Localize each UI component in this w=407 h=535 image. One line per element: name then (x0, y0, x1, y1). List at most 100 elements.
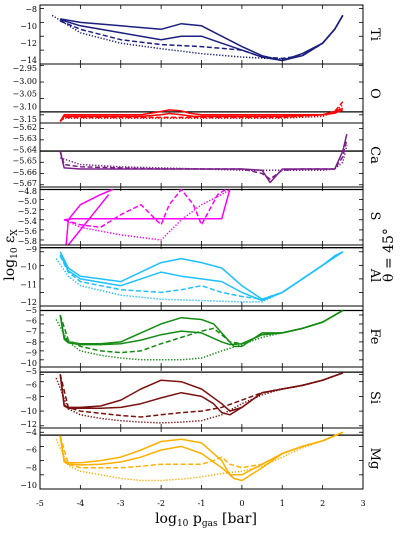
series-dotted-4 (59, 104, 344, 122)
series-solid-2 (59, 372, 344, 416)
series-dashed-3 (59, 251, 344, 300)
series-solid-2 (67, 194, 110, 245)
panel-lines (40, 188, 363, 245)
series-dashed-3 (59, 15, 344, 60)
element-label: Si (367, 391, 382, 404)
y-tick-label: −5.2 (18, 207, 37, 216)
series-dotted-4 (55, 372, 344, 424)
y-tick-label: −5.65 (12, 157, 37, 166)
y-tick-label: −5.63 (12, 134, 37, 143)
y-tick-label: −5.67 (12, 179, 37, 188)
series-solid-3 (64, 189, 231, 221)
panel-ti: −8 −10 −12 −14 Ti (20, 4, 382, 65)
series-dashed-3 (59, 431, 344, 469)
panel-fe: −5 −6−7 −8−9 −10 Fe (20, 305, 382, 368)
series-dotted-5 (63, 188, 231, 241)
x-tick-label: 1 (280, 499, 285, 508)
x-axis-title: log10 pgas [bar] (155, 511, 257, 529)
series-solid-2 (59, 309, 344, 346)
series-solid-1 (59, 134, 348, 184)
series-solid-1 (59, 251, 344, 300)
element-label: Ca (367, 146, 382, 164)
x-tick-label: 3 (360, 499, 365, 508)
x-tick-label: -2 (157, 499, 165, 508)
y-tick-label: −6 (25, 317, 37, 326)
panel-frame (39, 427, 364, 490)
y-tick-label: −9 (25, 348, 37, 357)
y-tick-label: −12 (20, 420, 37, 429)
x-tick-label: -4 (76, 499, 84, 508)
panel-lines (40, 101, 363, 122)
y-tick-label: −8 (25, 338, 37, 347)
element-label: Mg (367, 448, 382, 470)
panel-lines (40, 309, 363, 361)
y-tick-label: −8 (25, 5, 37, 14)
panel-si: −5 −6 −8 −10 −12 Si (20, 366, 382, 429)
panel-lines (40, 247, 363, 303)
x-tick-label: -3 (117, 499, 125, 508)
theta-annotation: θ = 45° (381, 228, 397, 282)
y-tick-label: −10 (20, 263, 37, 272)
element-label: Al (367, 268, 382, 283)
x-tick-label: -1 (198, 499, 206, 508)
y-tick-label: −4 (25, 428, 37, 437)
panel-frame (39, 186, 364, 246)
y-tick-label: −3.00 (12, 77, 37, 86)
y-axis-title: log10 εX (2, 229, 20, 281)
y-tick-label: −5 (25, 306, 37, 315)
y-tick-label: −4.8 (18, 187, 37, 196)
y-tick-label: −5.8 (18, 237, 37, 246)
y-tick-label: −5.64 (12, 145, 37, 154)
series-dashed-4 (63, 188, 227, 229)
y-tick-label: −8 (25, 394, 37, 403)
panel-o: −2.95 −3.00 −3.05 −3.10 −3.15 O (12, 63, 382, 124)
panel-lines (40, 431, 363, 482)
series-solid-1 (65, 188, 113, 245)
y-tick-label: −5 (25, 367, 37, 376)
element-label: S (367, 212, 382, 221)
series-dashed-3 (59, 309, 344, 354)
series-dotted-4 (55, 309, 344, 361)
y-tick-label: −6 (25, 446, 37, 455)
panel-lines (40, 134, 363, 184)
series-dotted-4 (55, 251, 344, 303)
series-dotted-4 (55, 431, 344, 482)
series-solid-2 (59, 431, 344, 482)
panel-s: −4.8−5.0−5.2−5.4−5.6−5.8 S (18, 186, 382, 246)
panel-lines (51, 14, 344, 62)
series-dashed-3 (59, 372, 344, 418)
element-label: Ti (367, 28, 382, 41)
panel-frame (39, 366, 364, 429)
y-tick-label: −10 (20, 22, 37, 31)
panel-al: −9 −10 −11 −12 Al (20, 244, 382, 307)
y-tick-label: −10 (20, 481, 37, 490)
series-solid-2 (59, 251, 344, 302)
series-dashed-2 (59, 139, 348, 180)
y-tick-label: −7 (25, 327, 37, 336)
series-dotted-4 (51, 14, 344, 60)
y-tick-label: −5.6 (18, 227, 37, 236)
y-tick-label: −10 (20, 407, 37, 416)
x-tick-label: 2 (320, 499, 325, 508)
y-tick-label: −5.0 (18, 197, 37, 206)
panel-mg: −4 −6 −8 −10 Mg (20, 427, 382, 490)
y-tick-label: −11 (20, 280, 37, 289)
y-tick-label: −14 (20, 56, 37, 65)
y-tick-label: −9 (25, 245, 37, 254)
y-tick-label: −6 (25, 380, 37, 389)
y-tick-label: −3.10 (12, 102, 37, 111)
y-tick-label: −8 (25, 463, 37, 472)
y-tick-label: −12 (20, 298, 37, 307)
panel-lines (40, 371, 363, 424)
element-label: O (367, 88, 382, 99)
y-tick-label: −5.66 (12, 168, 37, 177)
y-tick-label: −5.62 (12, 123, 37, 132)
panel-frame (39, 244, 364, 307)
x-tick-label: 0 (239, 499, 244, 508)
y-tick-label: −3.05 (12, 90, 37, 99)
panel-frame (39, 4, 364, 65)
x-tick-label: -5 (36, 499, 44, 508)
panel-frame (39, 122, 364, 188)
y-tick-label: −10 (20, 359, 37, 368)
panel-ca: −5.62 −5.63 −5.64 −5.65 −5.66 −5.67 Ca (12, 122, 382, 188)
